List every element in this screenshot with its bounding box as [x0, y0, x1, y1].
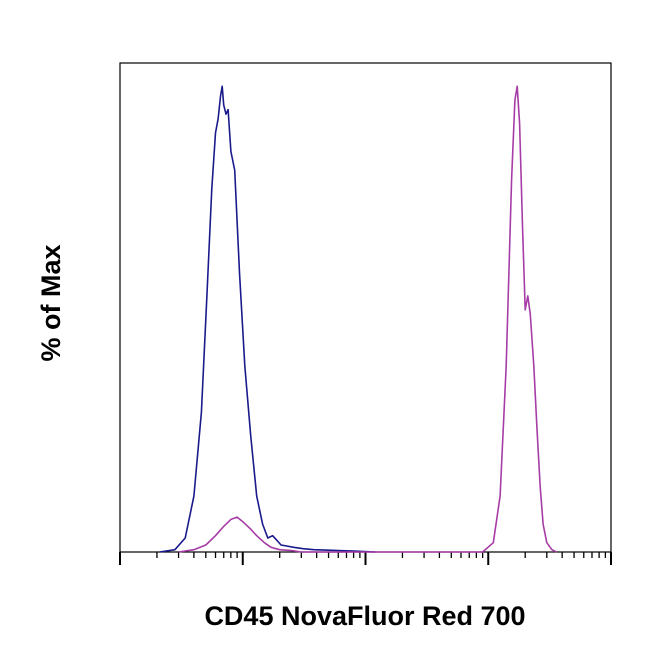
- plot-frame: [119, 62, 612, 553]
- y-axis-label: % of Max: [36, 244, 66, 361]
- series-line-2: [178, 85, 557, 553]
- x-axis-label: CD45 NovaFluor Red 700: [204, 601, 525, 631]
- x-axis-ticks: [119, 552, 612, 565]
- series-line-1: [159, 85, 376, 553]
- series-group: [159, 85, 557, 553]
